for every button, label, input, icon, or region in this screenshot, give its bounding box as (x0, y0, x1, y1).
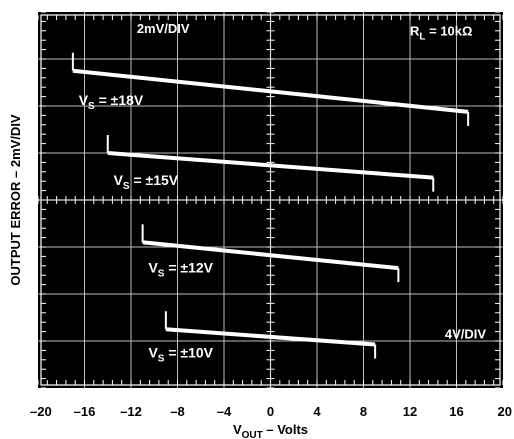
series-trace (72, 68, 469, 114)
scale-x-annotation: 4V/DIV (445, 327, 487, 342)
series-trace (107, 151, 434, 180)
x-tick-label: –4 (217, 404, 232, 419)
x-tick-label: 8 (360, 404, 367, 419)
x-tick-label: –20 (30, 404, 52, 419)
series-label: VS = ±15V (114, 172, 179, 192)
load-annotation: RL = 10kΩ (410, 24, 472, 43)
series-label: VS = ±18V (79, 92, 144, 112)
x-tick-label: –8 (170, 404, 184, 419)
series-labels: VS = ±18V VS = ±15V VS = ±12V VS = ±10V (79, 92, 214, 365)
series-label: VS = ±12V (148, 259, 213, 279)
series-trace (142, 240, 399, 271)
x-tick-label: –16 (74, 404, 96, 419)
scale-y-annotation: 2mV/DIV (137, 21, 190, 36)
series-group (71, 52, 470, 359)
x-axis-title: VOUT – Volts (233, 422, 308, 439)
series-trace (165, 327, 376, 347)
x-tick-label: 16 (449, 404, 463, 419)
y-axis-title: OUTPUT ERROR – 2mV/DIV (8, 114, 23, 286)
x-tick-label: 12 (403, 404, 417, 419)
x-tick-label: –12 (120, 404, 142, 419)
x-tick-label: 0 (267, 404, 274, 419)
series-label: VS = ±10V (148, 344, 213, 364)
x-tick-labels: –20 –16 –12 –8 –4 0 4 8 12 16 20 (30, 404, 512, 419)
x-tick-label: 4 (313, 404, 321, 419)
x-tick-label: 20 (498, 404, 512, 419)
